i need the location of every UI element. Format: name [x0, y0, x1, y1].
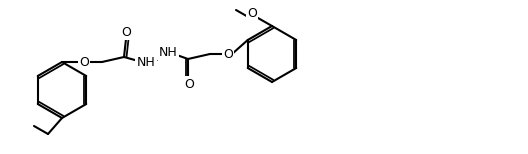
Text: O: O	[184, 77, 194, 91]
Text: O: O	[79, 55, 89, 69]
Text: NH: NH	[158, 45, 177, 59]
Text: NH: NH	[137, 55, 155, 69]
Text: O: O	[121, 26, 131, 38]
Text: O: O	[223, 47, 233, 61]
Text: O: O	[247, 6, 257, 20]
